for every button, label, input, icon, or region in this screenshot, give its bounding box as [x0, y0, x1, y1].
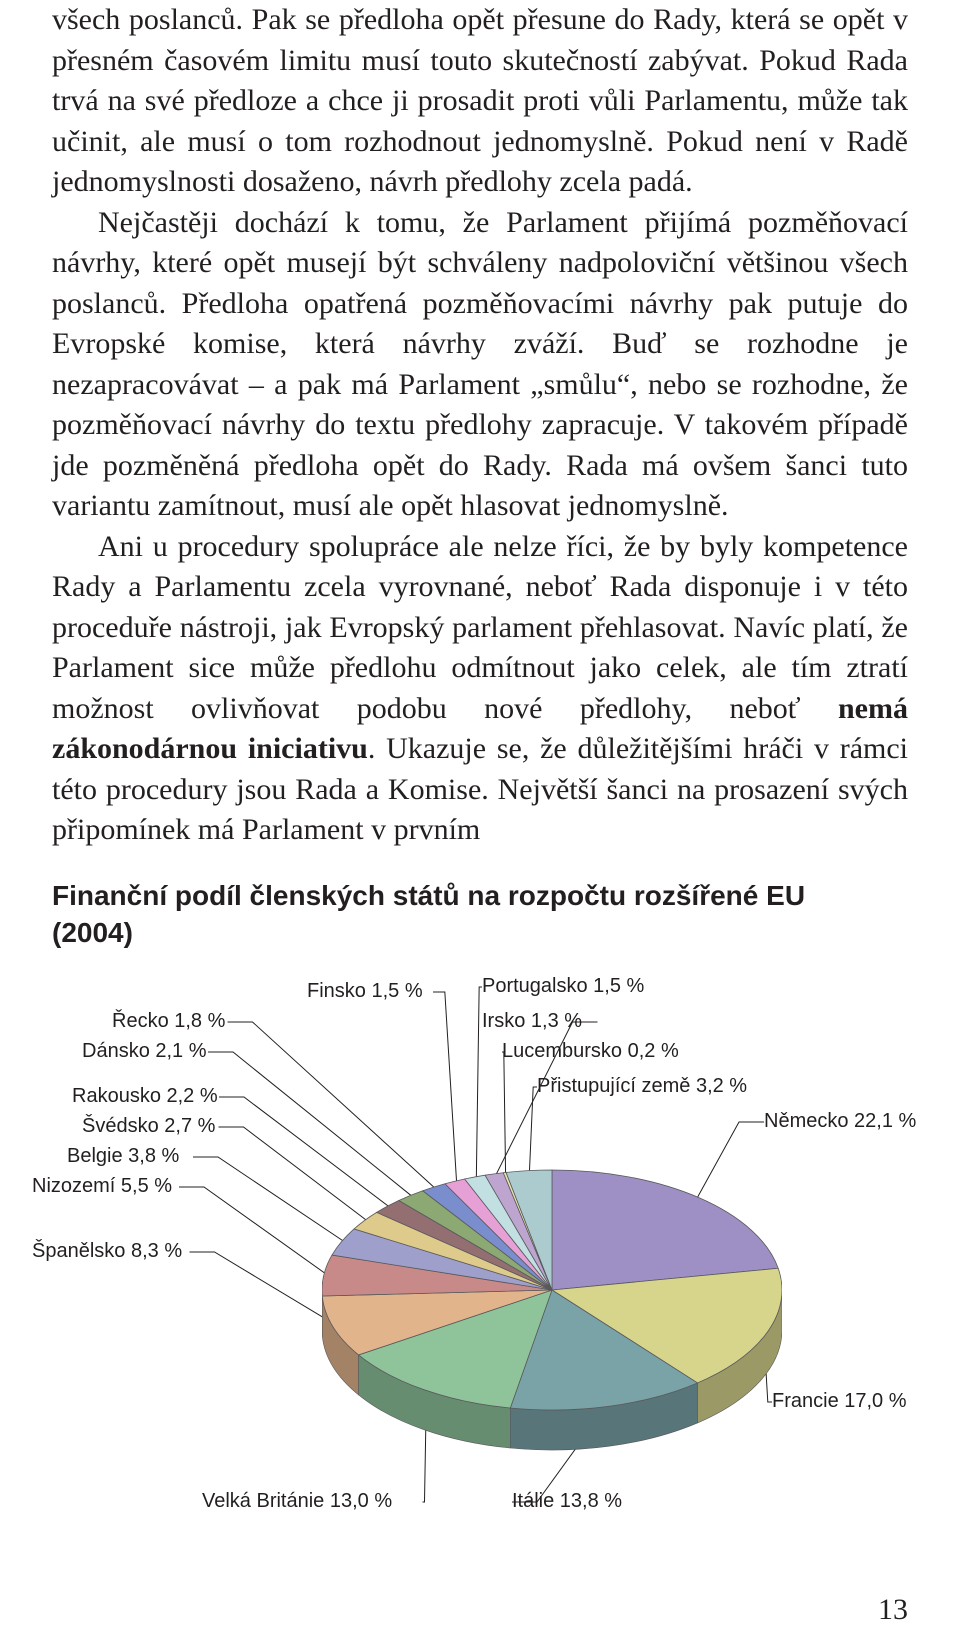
body-text: všech poslanců. Pak se předloha opět pře… [52, 0, 908, 851]
pie-label-irsko: Irsko 1,3 % [482, 1010, 582, 1032]
pie-label-francie: Francie 17,0 % [772, 1390, 907, 1412]
chart-title: Finanční podíl členských států na rozpoč… [52, 877, 908, 953]
chart-title-line-1: Finanční podíl členských států na rozpoč… [52, 880, 805, 911]
pie-label-belgie: Belgie 3,8 % [67, 1145, 179, 1167]
pie-label-lucembursko: Lucembursko 0,2 % [502, 1040, 679, 1062]
pie-label-velk-brit-nie: Velká Británie 13,0 % [202, 1490, 392, 1512]
pie-label-nizozem-: Nizozemí 5,5 % [32, 1175, 172, 1197]
pie-chart: Německo 22,1 %Francie 17,0 %Itálie 13,8 … [52, 960, 908, 1520]
pie-label--pan-lsko: Španělsko 8,3 % [32, 1240, 182, 1262]
pie-label--v-dsko: Švédsko 2,7 % [82, 1115, 215, 1137]
pie-label-n-mecko: Německo 22,1 % [764, 1110, 916, 1132]
paragraph-3-a: Ani u procedury spolupráce ale nelze říc… [52, 530, 908, 725]
pie-label-rakousko: Rakousko 2,2 % [72, 1085, 218, 1107]
pie-label-p-istupuj-c-zem-: Přistupující země 3,2 % [537, 1075, 747, 1097]
pie-label-d-nsko: Dánsko 2,1 % [82, 1040, 207, 1062]
pie-label--ecko: Řecko 1,8 % [112, 1010, 225, 1032]
pie-wrap [322, 1160, 782, 1460]
paragraph-2: Nejčastěji dochází k tomu, že Parlament … [52, 203, 908, 527]
page: všech poslanců. Pak se předloha opět pře… [0, 0, 960, 1647]
pie-label-finsko: Finsko 1,5 % [307, 980, 423, 1002]
page-number: 13 [878, 1593, 908, 1627]
chart-title-line-2: (2004) [52, 917, 133, 948]
paragraph-1: všech poslanců. Pak se předloha opět pře… [52, 0, 908, 203]
pie-label-portugalsko: Portugalsko 1,5 % [482, 975, 644, 997]
pie-label-it-lie: Itálie 13,8 % [512, 1490, 622, 1512]
pie-svg [322, 1160, 782, 1460]
paragraph-3: Ani u procedury spolupráce ale nelze říc… [52, 527, 908, 851]
